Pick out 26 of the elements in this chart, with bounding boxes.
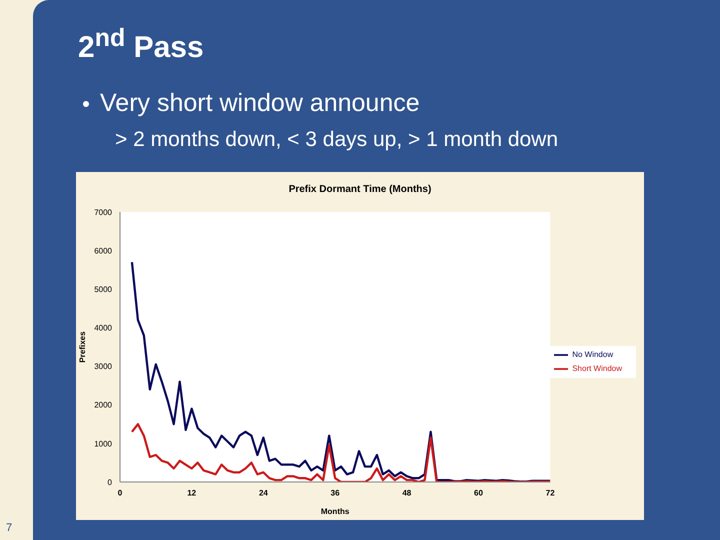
y-tick-label: 7000 xyxy=(94,208,113,217)
x-tick-label: 72 xyxy=(546,488,556,498)
x-tick-label: 24 xyxy=(258,488,268,498)
text: 7 xyxy=(6,522,12,534)
x-tick-label: 48 xyxy=(402,488,412,498)
text: Very short window announce xyxy=(100,89,420,118)
x-tick-label: 0 xyxy=(118,488,123,498)
legend-label: No Window xyxy=(572,350,614,360)
y-tick-label: 2000 xyxy=(94,400,113,410)
chart-title: Prefix Dormant Time (Months) xyxy=(288,184,432,195)
text: > 2 months down, < 3 days up, > 1 month down xyxy=(115,128,558,152)
x-axis-title: Months xyxy=(320,507,350,516)
y-tick-label: 5000 xyxy=(94,284,113,294)
y-tick-label: 0 xyxy=(108,478,113,487)
y-axis-title: Prefixes xyxy=(78,330,87,363)
y-tick-label: 6000 xyxy=(94,246,113,256)
x-tick-label: 36 xyxy=(330,488,340,498)
y-tick-label: 4000 xyxy=(94,324,113,333)
x-tick-label: 12 xyxy=(187,488,197,498)
x-tick-label: 60 xyxy=(474,488,484,498)
y-tick-label: 3000 xyxy=(94,362,113,372)
legend-label: Short Window xyxy=(572,364,622,374)
line-series xyxy=(130,423,550,482)
text: 2$^{nd}$ Pass xyxy=(78,24,204,65)
y-tick-label: 1000 xyxy=(94,439,113,448)
line-series xyxy=(130,261,550,482)
